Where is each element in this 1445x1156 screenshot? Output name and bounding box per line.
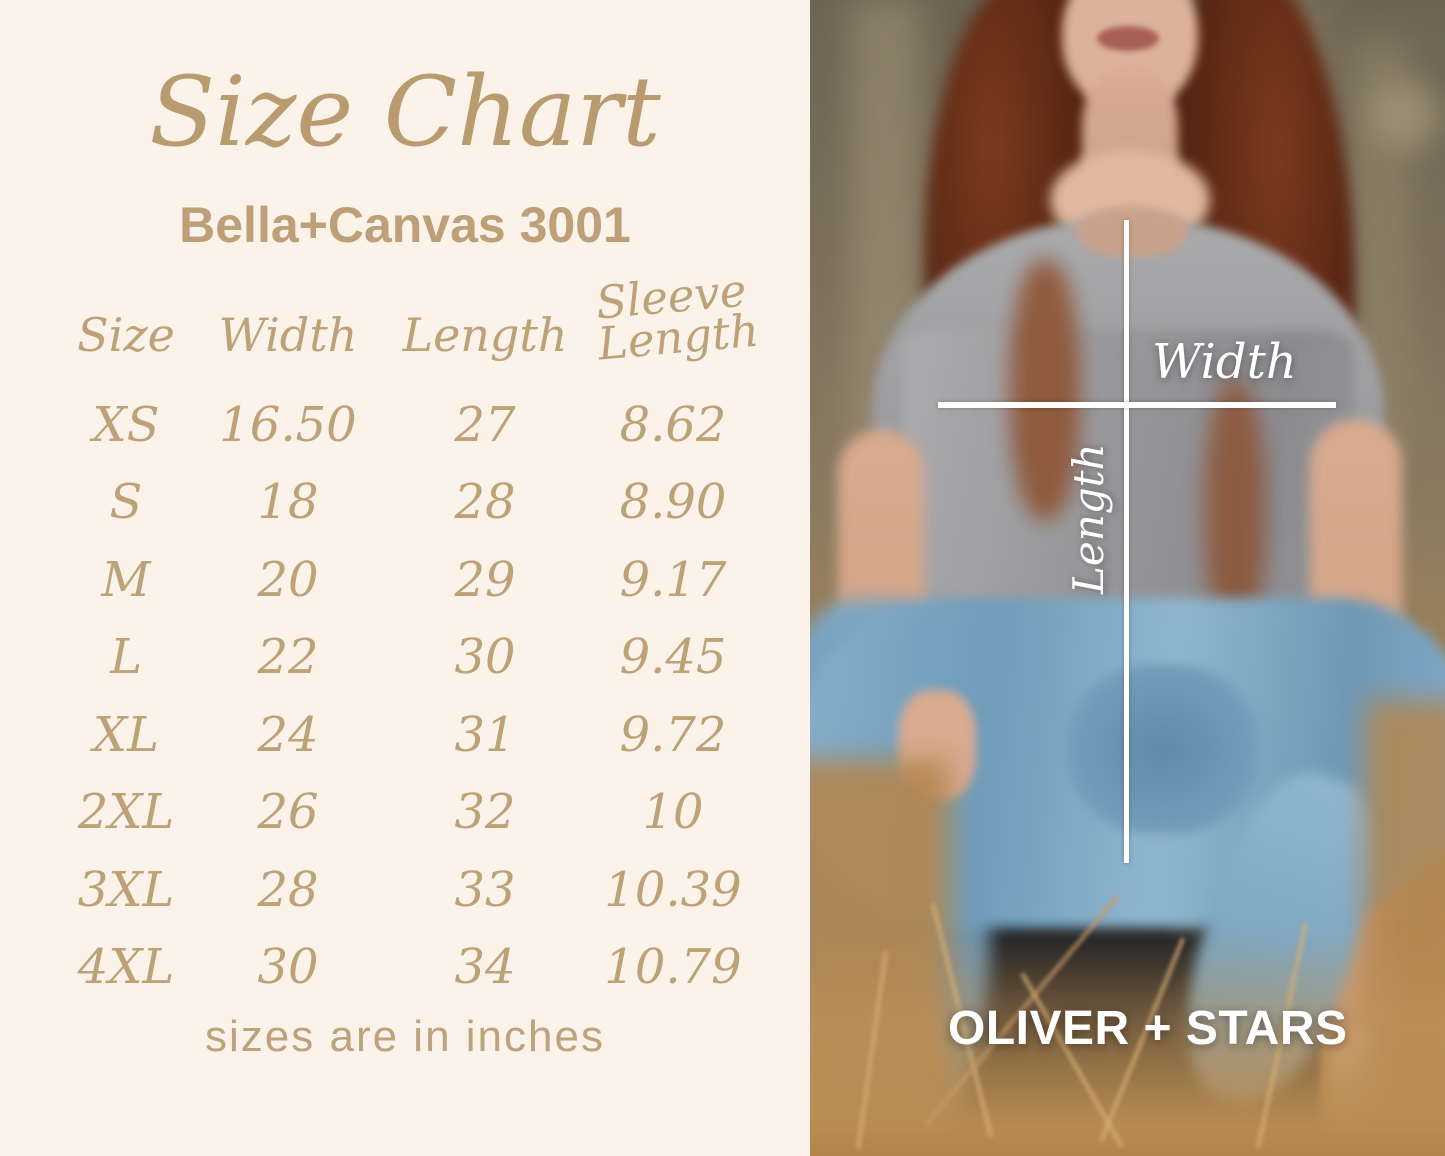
wheat-grass-foreground [810, 930, 1445, 1156]
size-table-header: Size Width Length Sleeve Length [50, 264, 761, 370]
col-header-sleeve-length: Sleeve Length [593, 264, 761, 371]
table-row: L 22 30 9.45 [50, 619, 750, 697]
length-cell: 32 [454, 784, 516, 841]
product-photo: Width Length OLIVER + STARS [810, 0, 1445, 1156]
length-label: Length [1064, 443, 1113, 594]
bokeh-highlight [1370, 80, 1440, 150]
size-cell: XS [92, 396, 160, 453]
sleeve-cell: 8.90 [619, 474, 727, 531]
length-cell: 31 [454, 706, 516, 763]
col-header-length: Length [402, 308, 568, 362]
col-header-size: Size [77, 308, 175, 362]
width-label: Width [1152, 334, 1297, 390]
size-cell: 4XL [77, 939, 175, 996]
sleeve-cell: 9.17 [619, 551, 727, 608]
model-lips [1097, 26, 1159, 51]
sleeve-cell: 9.72 [619, 706, 727, 763]
sleeve-cell: 10.79 [604, 939, 742, 996]
table-row: S 18 28 8.90 [50, 464, 750, 542]
length-cell: 30 [454, 629, 516, 686]
width-cell: 20 [257, 551, 319, 608]
width-cell: 30 [257, 939, 319, 996]
width-cell: 16.50 [219, 396, 357, 453]
sleeve-cell: 9.45 [619, 629, 727, 686]
length-cell: 33 [454, 861, 516, 918]
size-cell: 3XL [77, 861, 175, 918]
col-header-width: Width [218, 308, 358, 362]
width-cell: 22 [257, 629, 319, 686]
width-measure-line [938, 402, 1336, 408]
size-chart-panel: Size Chart Bella+Canvas 3001 Size Width … [0, 0, 810, 1156]
length-cell: 34 [454, 939, 516, 996]
table-row: 4XL 30 34 10.79 [50, 929, 750, 1007]
length-cell: 28 [454, 474, 516, 531]
hair-curl [1010, 260, 1080, 520]
table-row: XL 24 31 9.72 [50, 696, 750, 774]
page-title: Size Chart [149, 56, 661, 168]
width-cell: 26 [257, 784, 319, 841]
size-cell: L [110, 629, 142, 686]
size-cell: S [109, 474, 143, 531]
denim-jacket-knot [1068, 664, 1258, 834]
hair-strand [1205, 380, 1265, 640]
width-cell: 28 [257, 861, 319, 918]
width-cell: 24 [257, 706, 319, 763]
table-row: 3XL 28 33 10.39 [50, 851, 750, 929]
units-note: sizes are in inches [205, 1012, 605, 1061]
size-cell: M [101, 551, 151, 608]
width-cell: 18 [257, 474, 319, 531]
length-cell: 29 [454, 551, 516, 608]
size-table: XS 16.50 27 8.62 S 18 28 8.90 M 20 29 9.… [50, 386, 750, 1006]
size-cell: XL [92, 706, 160, 763]
sleeve-cell: 10 [642, 784, 704, 841]
sleeve-cell: 10.39 [604, 861, 742, 918]
length-measure-line [1124, 220, 1129, 863]
table-row: M 20 29 9.17 [50, 541, 750, 619]
tshirt-neckline [1076, 206, 1188, 258]
length-cell: 27 [454, 396, 516, 453]
sleeve-cell: 8.62 [619, 396, 727, 453]
brand-watermark: OLIVER + STARS [948, 1002, 1348, 1055]
table-row: XS 16.50 27 8.62 [50, 386, 750, 464]
sleeve-header-line2: Length [595, 303, 761, 371]
table-row: 2XL 26 32 10 [50, 774, 750, 852]
size-cell: 2XL [77, 784, 175, 841]
product-subtitle: Bella+Canvas 3001 [179, 197, 631, 253]
